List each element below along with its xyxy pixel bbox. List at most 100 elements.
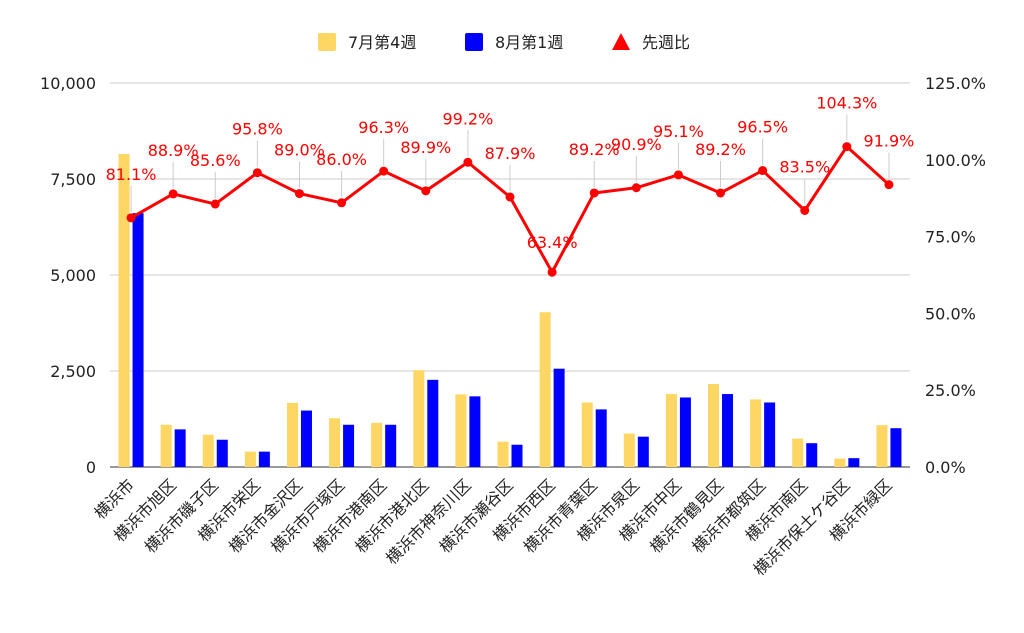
ratio-data-label: 95.8% <box>232 120 283 139</box>
bar-jul-week4 <box>286 402 298 467</box>
bar-jul-week4 <box>708 384 720 467</box>
ratio-data-label: 96.3% <box>358 118 409 137</box>
bar-aug-week1 <box>553 368 565 467</box>
ratio-data-label: 89.2% <box>695 140 746 159</box>
ratio-point <box>673 170 683 180</box>
ratio-data-label: 99.2% <box>442 109 493 128</box>
y-axis-left: 0 2,500 5,000 7,500 10,000 <box>40 74 96 477</box>
bar-aug-week1 <box>216 439 228 467</box>
ratio-point <box>379 166 389 176</box>
bars <box>118 154 902 468</box>
ratio-data-label: 104.3% <box>816 94 877 113</box>
bar-jul-week4 <box>497 441 509 467</box>
ratio-line <box>126 142 894 277</box>
bar-jul-week4 <box>834 458 846 467</box>
y-right-tick-label: 125.0% <box>925 74 986 93</box>
gridlines <box>110 82 910 468</box>
ratio-data-label: 87.9% <box>485 144 536 163</box>
bar-aug-week1 <box>806 443 818 467</box>
ratio-point <box>421 186 431 196</box>
bar-aug-week1 <box>469 396 481 467</box>
y-right-tick-label: 100.0% <box>925 151 986 170</box>
ratio-data-label: 63.4% <box>527 233 578 252</box>
bar-jul-week4 <box>876 425 888 467</box>
ratio-point <box>210 199 220 209</box>
ratio-point <box>884 180 894 190</box>
bar-aug-week1 <box>427 379 439 467</box>
y-left-tick-label: 10,000 <box>40 74 96 93</box>
bar-aug-week1 <box>679 397 691 467</box>
legend-jul-week4-swatch <box>318 33 336 51</box>
ratio-point <box>716 188 726 198</box>
ratio-data-label: 89.2% <box>569 140 620 159</box>
ratio-point <box>337 198 347 208</box>
y-left-tick-label: 7,500 <box>50 170 96 189</box>
ratio-data-label: 91.9% <box>864 132 915 151</box>
legend-aug-week1-label: 8月第1週 <box>495 33 563 52</box>
bar-jul-week4 <box>539 312 551 467</box>
y-left-tick-label: 0 <box>86 458 96 477</box>
ratio-data-label: 90.9% <box>611 135 662 154</box>
y-left-tick-label: 5,000 <box>50 266 96 285</box>
legend-ratio-label: 先週比 <box>642 33 690 52</box>
legend: 7月第4週 8月第1週 先週比 <box>318 33 690 52</box>
bar-aug-week1 <box>764 402 776 467</box>
ratio-point <box>505 192 515 202</box>
legend-jul-week4-label: 7月第4週 <box>348 33 416 52</box>
bar-jul-week4 <box>665 394 677 467</box>
bar-aug-week1 <box>722 394 734 467</box>
bar-aug-week1 <box>385 424 397 467</box>
ratio-point <box>126 213 136 223</box>
bar-aug-week1 <box>174 429 186 467</box>
ratio-point <box>800 205 810 215</box>
ratio-point <box>547 267 557 277</box>
bar-aug-week1 <box>595 409 607 467</box>
bar-aug-week1 <box>511 444 523 467</box>
bar-aug-week1 <box>890 428 902 467</box>
ratio-point <box>631 183 641 193</box>
y-right-tick-label: 0.0% <box>925 458 966 477</box>
bar-jul-week4 <box>202 434 214 467</box>
bar-aug-week1 <box>300 410 312 467</box>
ratio-data-label: 81.1% <box>106 165 157 184</box>
x-axis-categories: 横浜市横浜市旭区横浜市磯子区横浜市栄区横浜市金沢区横浜市戸塚区横浜市港南区横浜市… <box>90 475 895 579</box>
ratio-point <box>168 189 178 199</box>
ratio-data-label: 86.0% <box>316 150 367 169</box>
bar-aug-week1 <box>637 436 649 467</box>
ratio-point <box>294 189 304 199</box>
bar-jul-week4 <box>581 402 593 467</box>
y-left-tick-label: 2,500 <box>50 362 96 381</box>
bar-jul-week4 <box>371 422 383 467</box>
ratio-data-label: 95.1% <box>653 122 704 141</box>
ratio-point <box>252 168 262 178</box>
legend-ratio-swatch <box>612 33 630 50</box>
bar-jul-week4 <box>623 433 635 467</box>
bar-aug-week1 <box>258 451 270 467</box>
ratio-data-label: 88.9% <box>148 141 199 160</box>
bar-aug-week1 <box>343 424 355 467</box>
ratio-data-label: 83.5% <box>779 157 830 176</box>
bar-aug-week1 <box>132 213 144 467</box>
y-axis-right: 0.0% 25.0% 50.0% 75.0% 100.0% 125.0% <box>925 74 986 477</box>
ratio-point <box>589 188 599 198</box>
bar-jul-week4 <box>455 394 467 467</box>
bar-jul-week4 <box>750 399 762 467</box>
ratio-point <box>463 157 473 167</box>
bar-jul-week4 <box>118 154 130 468</box>
y-right-tick-label: 50.0% <box>925 304 976 323</box>
data-labels: 81.1% 88.9%85.6% 95.8% 89.0%86.0% 96.3%89.9%… <box>106 94 915 253</box>
y-right-tick-label: 25.0% <box>925 381 976 400</box>
ratio-data-label: 89.9% <box>400 138 451 157</box>
ratio-point <box>842 142 852 152</box>
bar-aug-week1 <box>848 458 860 467</box>
ratio-data-label: 85.6% <box>190 151 241 170</box>
ratio-data-label: 89.0% <box>274 141 325 160</box>
ratio-data-label: 96.5% <box>737 118 788 137</box>
bar-jul-week4 <box>160 424 172 467</box>
y-right-tick-label: 75.0% <box>925 228 976 247</box>
legend-aug-week1-swatch <box>465 33 483 51</box>
bar-jul-week4 <box>792 438 804 467</box>
bar-jul-week4 <box>244 451 256 467</box>
bar-jul-week4 <box>413 370 425 467</box>
